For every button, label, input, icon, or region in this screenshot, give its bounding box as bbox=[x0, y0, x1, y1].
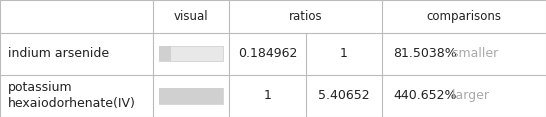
Text: 1: 1 bbox=[340, 47, 348, 60]
Bar bbox=[159, 46, 223, 61]
Text: 0.184962: 0.184962 bbox=[238, 47, 297, 60]
Text: 81.5038%: 81.5038% bbox=[393, 47, 457, 60]
Text: comparisons: comparisons bbox=[426, 10, 502, 23]
Text: smaller: smaller bbox=[448, 47, 498, 60]
Text: visual: visual bbox=[174, 10, 209, 23]
Text: larger: larger bbox=[448, 89, 489, 102]
Text: 1: 1 bbox=[264, 89, 271, 102]
Text: indium arsenide: indium arsenide bbox=[8, 47, 109, 60]
Text: ratios: ratios bbox=[289, 10, 323, 23]
Text: 440.652%: 440.652% bbox=[393, 89, 456, 102]
Bar bbox=[159, 88, 223, 104]
Bar bbox=[159, 88, 223, 104]
Bar bbox=[159, 46, 171, 61]
Text: 5.40652: 5.40652 bbox=[318, 89, 370, 102]
Text: potassium
hexaiodorhenate(IV): potassium hexaiodorhenate(IV) bbox=[8, 81, 136, 110]
